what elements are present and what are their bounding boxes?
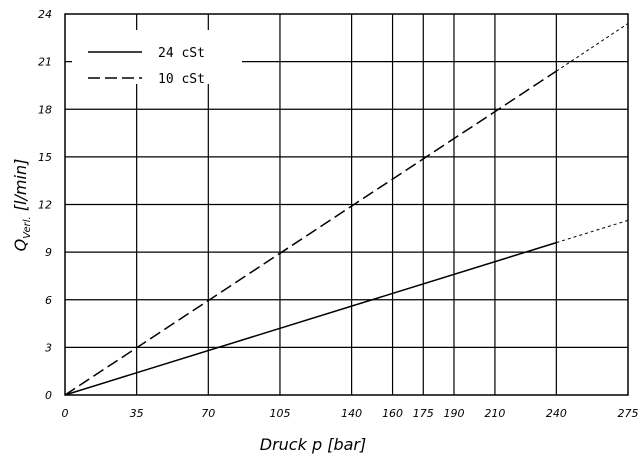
legend: 24 cSt 10 cSt [72,30,242,87]
y-tick-label: 6 [45,294,52,307]
y-axis-title-subscript: Verl. [22,216,33,238]
y-tick-label: 15 [38,151,52,164]
grid [65,14,628,395]
x-tick-label: 240 [546,407,567,420]
y-axis-title-unit: [l/min] [11,159,30,217]
y-tick-label: 3 [45,341,52,354]
x-tick-label: 210 [484,407,505,420]
x-tick-labels: 0 35 70 105 140 160 175 190 210 240 275 [62,407,639,420]
x-tick-label: 0 [62,407,69,420]
y-tick-label: 9 [45,246,52,259]
y-tick-labels: 0 3 6 9 12 15 18 21 24 [38,8,52,402]
series-extrapolation-1 [556,23,629,72]
x-tick-label: 190 [443,407,464,420]
y-tick-label: 12 [38,199,52,212]
x-tick-label: 70 [201,407,215,420]
series-line-0 [64,241,557,396]
series-lines [64,23,629,396]
legend-label-10cst: 10 cSt [158,72,205,87]
x-tick-label: 175 [413,407,434,420]
x-tick-label: 35 [130,407,144,420]
series-extrapolation-0 [556,219,629,244]
y-axis-title-main: Q [11,239,30,252]
x-tick-label: 160 [382,407,403,420]
y-tick-label: 24 [38,8,52,21]
series-line-1 [64,70,557,396]
x-tick-label: 275 [618,407,639,420]
y-axis-title: QVerl. [l/min] [11,159,33,252]
x-axis-title: Druck p [bar] [260,435,366,454]
legend-background [72,30,242,84]
y-tick-label: 21 [38,56,52,69]
y-tick-label: 0 [45,389,52,402]
x-tick-label: 140 [341,407,362,420]
y-tick-label: 18 [38,103,52,116]
x-tick-label: 105 [269,407,290,420]
plot-frame [64,13,629,396]
legend-label-24cst: 24 cSt [158,46,205,61]
